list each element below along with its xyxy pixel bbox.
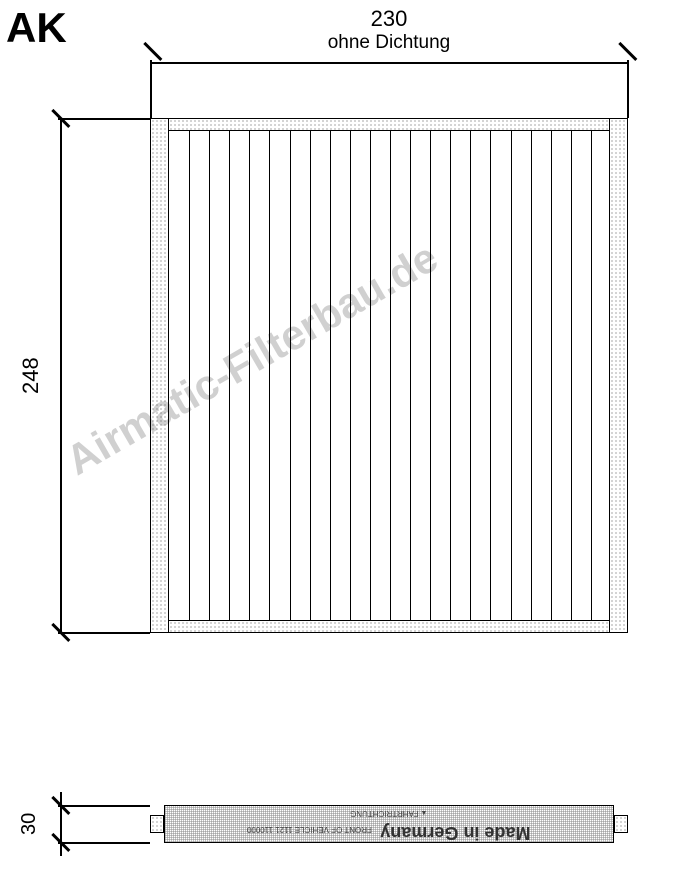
pleat-line: [591, 131, 592, 620]
side-view-partno: FRONT OF VEHICLE 1121 110000: [247, 825, 372, 834]
pleat-line: [310, 131, 311, 620]
pleat-line: [370, 131, 371, 620]
pleat-line: [410, 131, 411, 620]
dim-height-value: 248: [18, 118, 44, 633]
top-view-border-top: [169, 119, 609, 131]
dim-depth-ext-bottom: [58, 842, 150, 844]
pleat-line: [290, 131, 291, 620]
pleat-line: [350, 131, 351, 620]
dim-depth-value: 30: [18, 795, 41, 853]
side-view-main-text: Made in Germany: [381, 823, 531, 843]
dim-width-ext-right: [627, 60, 629, 118]
side-view-body: Made in Germany FRONT OF VEHICLE 1121 11…: [164, 805, 614, 843]
top-view-frame: [150, 118, 628, 633]
dim-depth-line: [60, 792, 62, 856]
dim-height-ext-bottom: [58, 632, 150, 634]
pleat-line: [490, 131, 491, 620]
pleat-line: [430, 131, 431, 620]
side-view-tab-right: [614, 815, 628, 833]
pleat-line: [189, 131, 190, 620]
pleat-line: [330, 131, 331, 620]
pleat-line: [470, 131, 471, 620]
top-view-border-right: [609, 119, 627, 632]
pleat-line: [531, 131, 532, 620]
side-view-tab-left: [150, 815, 164, 833]
pleat-line: [551, 131, 552, 620]
pleat-line: [571, 131, 572, 620]
pleat-line: [269, 131, 270, 620]
dim-width-value: 230: [150, 6, 628, 32]
pleat-line: [229, 131, 230, 620]
pleat-line: [390, 131, 391, 620]
dim-width-line: [150, 62, 628, 64]
drawing-title: AK: [6, 4, 67, 52]
side-view-direction: FAHRTRICHTUNG: [350, 809, 418, 818]
pleat-line: [511, 131, 512, 620]
dim-width-sublabel: ohne Dichtung: [150, 32, 628, 54]
pleat-line: [249, 131, 250, 620]
top-view-border-bottom: [169, 620, 609, 632]
pleat-line: [450, 131, 451, 620]
dim-height-line: [60, 118, 62, 633]
dim-depth-ext-top: [58, 805, 150, 807]
side-view-frame: Made in Germany FRONT OF VEHICLE 1121 11…: [150, 805, 628, 843]
pleat-line: [209, 131, 210, 620]
dim-width-ext-left: [150, 60, 152, 118]
dim-height-ext-top: [58, 118, 150, 120]
top-view-border-left: [151, 119, 169, 632]
pleats-container: [169, 131, 609, 620]
